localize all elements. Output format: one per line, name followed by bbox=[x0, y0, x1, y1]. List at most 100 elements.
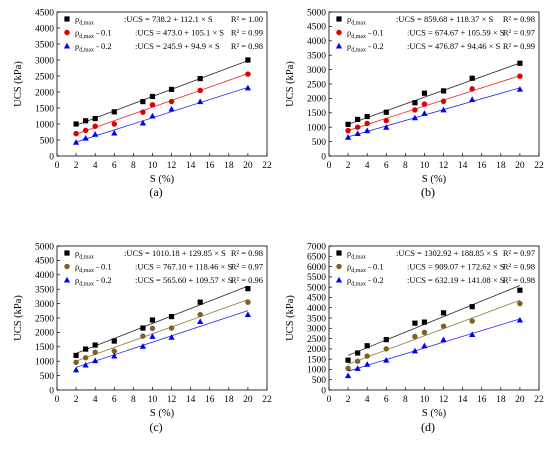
y-axis-label: UCS (kPa) bbox=[285, 295, 296, 341]
data-point bbox=[344, 372, 352, 379]
legend-equation-3: :UCS = 565.60 + 109.57 × S bbox=[135, 275, 233, 285]
data-point bbox=[440, 323, 447, 329]
x-tick-label: 8 bbox=[403, 161, 408, 171]
legend-series-name-2: ρd,max - 0.1 bbox=[347, 28, 384, 41]
y-tick-label: 500 bbox=[312, 138, 327, 148]
y-tick-label: 2000 bbox=[35, 329, 54, 339]
x-tick-label: 4 bbox=[93, 395, 98, 405]
x-tick-label: 6 bbox=[112, 161, 117, 171]
data-point bbox=[364, 361, 371, 367]
data-point bbox=[82, 355, 89, 361]
x-tick-label: 0 bbox=[55, 161, 60, 171]
data-point bbox=[412, 333, 418, 340]
x-tick-label: 16 bbox=[477, 161, 487, 171]
y-tick-label: 1500 bbox=[35, 343, 54, 353]
legend-equation-1: :UCS = 738.2 + 112.1 × S bbox=[124, 14, 213, 24]
x-axis-label: S (%) bbox=[150, 174, 175, 185]
y-tick-label: 5000 bbox=[35, 242, 54, 252]
data-point bbox=[92, 115, 98, 122]
x-tick-label: 16 bbox=[205, 161, 215, 171]
data-point bbox=[111, 109, 117, 115]
fit-line-3 bbox=[347, 318, 521, 372]
data-point bbox=[440, 106, 447, 113]
data-point bbox=[383, 337, 389, 343]
data-point bbox=[92, 349, 98, 356]
y-tick-label: 1500 bbox=[307, 109, 326, 119]
data-point bbox=[111, 121, 118, 127]
legend-series-name-3: ρd,max - 0.2 bbox=[75, 41, 112, 54]
data-point bbox=[73, 121, 79, 127]
chart-panel-c: 0 2 4 6 8 10 12 14 16 18 20 22 0 500 1000 1500 2000 2500 3… bbox=[13, 242, 272, 434]
data-point bbox=[140, 325, 146, 331]
legend-series-name-3: ρd,max - 0.2 bbox=[75, 275, 112, 288]
y-tick-label: 5000 bbox=[307, 8, 326, 18]
x-axis-label: S (%) bbox=[150, 408, 175, 419]
x-tick-label: 18 bbox=[496, 161, 506, 171]
y-tick-label: 500 bbox=[40, 136, 55, 146]
data-point bbox=[197, 299, 203, 305]
panel-label: (c) bbox=[149, 420, 162, 434]
data-point bbox=[345, 357, 351, 363]
data-point bbox=[421, 101, 428, 107]
data-point bbox=[517, 287, 523, 293]
x-tick-label: 2 bbox=[346, 161, 351, 171]
y-tick-label: 0 bbox=[49, 152, 54, 162]
data-point bbox=[245, 286, 251, 292]
fit-line-3 bbox=[347, 87, 521, 138]
legend-marker-1 bbox=[336, 16, 342, 22]
y-tick-label: 4000 bbox=[307, 37, 326, 47]
data-point bbox=[168, 313, 175, 320]
legend-equation-1: :UCS = 859.68 + 118.37 × S bbox=[396, 14, 493, 24]
data-point bbox=[111, 129, 118, 136]
data-point bbox=[364, 113, 370, 120]
legend-equation-3: :UCS = 245.9 + 94.9 × S bbox=[135, 41, 220, 51]
y-tick-label: 1000 bbox=[307, 124, 326, 134]
legend-series-name-2: ρd,max - 0.1 bbox=[75, 262, 112, 275]
data-point bbox=[197, 87, 203, 94]
x-tick-label: 14 bbox=[186, 161, 196, 171]
x-tick-label: 22 bbox=[534, 395, 544, 405]
y-tick-label: 0 bbox=[321, 152, 326, 162]
y-tick-label: 4500 bbox=[307, 23, 326, 33]
legend-r2-3: R² = 0.98 bbox=[231, 41, 263, 51]
fit-line-2 bbox=[347, 75, 521, 131]
data-point bbox=[139, 119, 147, 126]
legend-r2-2: R² = 0.98 bbox=[503, 262, 535, 272]
data-point bbox=[345, 365, 351, 372]
y-tick-label: 1000 bbox=[35, 358, 54, 368]
x-tick-label: 10 bbox=[420, 395, 430, 405]
data-point bbox=[354, 124, 361, 130]
data-point bbox=[421, 90, 428, 96]
legend-marker-3 bbox=[335, 42, 343, 49]
chart-panel-b: 0 2 4 6 8 10 12 14 16 18 20 22 0 500 1000 1500 2000 2500 3… bbox=[285, 8, 544, 199]
legend-series-name-1: ρd,max bbox=[347, 248, 366, 261]
legend-series-name-2: ρd,max - 0.1 bbox=[75, 28, 112, 41]
legend-equation-2: :UCS = 767.10 + 118.46 × S bbox=[135, 262, 232, 272]
legend-marker-2 bbox=[64, 29, 70, 36]
data-point bbox=[517, 300, 523, 307]
x-tick-label: 12 bbox=[167, 161, 177, 171]
x-tick-label: 22 bbox=[262, 161, 272, 171]
data-point bbox=[412, 107, 418, 113]
data-point bbox=[344, 134, 352, 140]
data-point bbox=[516, 86, 524, 92]
legend-r2-3: R² = 0.96 bbox=[231, 275, 263, 285]
data-point bbox=[354, 130, 361, 137]
fit-line-3 bbox=[75, 87, 249, 143]
x-tick-label: 18 bbox=[224, 395, 234, 405]
y-tick-label: 500 bbox=[312, 376, 327, 386]
data-point bbox=[149, 333, 156, 339]
data-point bbox=[140, 333, 146, 339]
x-tick-label: 14 bbox=[458, 395, 468, 405]
data-point bbox=[421, 110, 428, 116]
legend-r2-2: R² = 0.97 bbox=[231, 262, 263, 272]
data-point bbox=[149, 93, 156, 100]
data-point bbox=[111, 348, 118, 354]
data-point bbox=[440, 98, 447, 105]
y-tick-label: 2000 bbox=[307, 345, 326, 355]
x-axis-label: S (%) bbox=[422, 174, 447, 185]
data-point bbox=[73, 352, 79, 359]
data-point bbox=[354, 358, 361, 364]
data-point bbox=[83, 118, 89, 124]
data-point bbox=[421, 342, 428, 349]
